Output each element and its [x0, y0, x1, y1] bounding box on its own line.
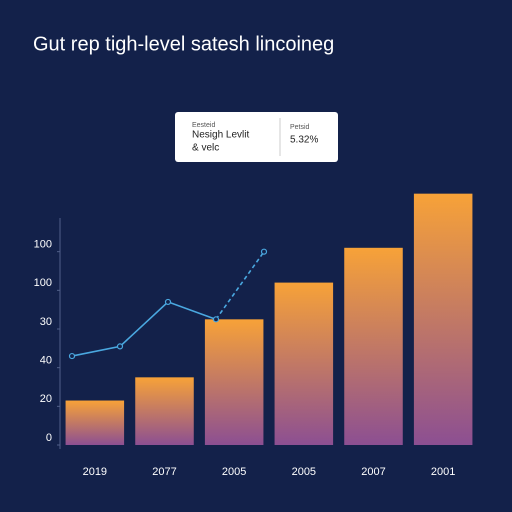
x-tick-label: 2001	[431, 466, 455, 478]
tooltip-box	[175, 112, 338, 162]
x-tick-label: 2077	[152, 466, 176, 478]
y-tick-label: 20	[40, 393, 52, 405]
line	[71, 301, 217, 357]
tooltip-line: & velc	[192, 143, 219, 154]
x-tick-label: 2007	[361, 466, 385, 478]
line-point	[164, 298, 172, 306]
y-tick-label: 100	[34, 277, 52, 289]
tooltip-label: Eesteid	[192, 122, 215, 129]
y-tick-label: 30	[40, 316, 52, 328]
x-tick-label: 2019	[83, 466, 107, 478]
line-point	[212, 316, 220, 323]
bar	[344, 247, 403, 445]
tooltip-line: Nesigh Levlit	[192, 130, 249, 141]
bar	[274, 282, 334, 445]
y-tick-label: 100	[34, 239, 52, 251]
x-tick-label: 2005	[222, 466, 246, 478]
chart-title: Gut rep tigh-level satesh lincoineg	[33, 33, 334, 55]
bar	[135, 377, 194, 445]
y-tick-label: 0	[46, 432, 52, 444]
bar	[413, 193, 473, 445]
line-point	[68, 352, 76, 360]
x-tick-label: 2005	[292, 466, 316, 478]
tooltip-value: 5.32%	[290, 135, 318, 146]
bar	[65, 400, 125, 445]
tooltip-value-label: Petsid	[290, 124, 310, 131]
bar	[204, 319, 264, 445]
y-tick-label: 40	[40, 355, 52, 367]
line-point	[116, 343, 124, 350]
line-point	[260, 248, 268, 255]
